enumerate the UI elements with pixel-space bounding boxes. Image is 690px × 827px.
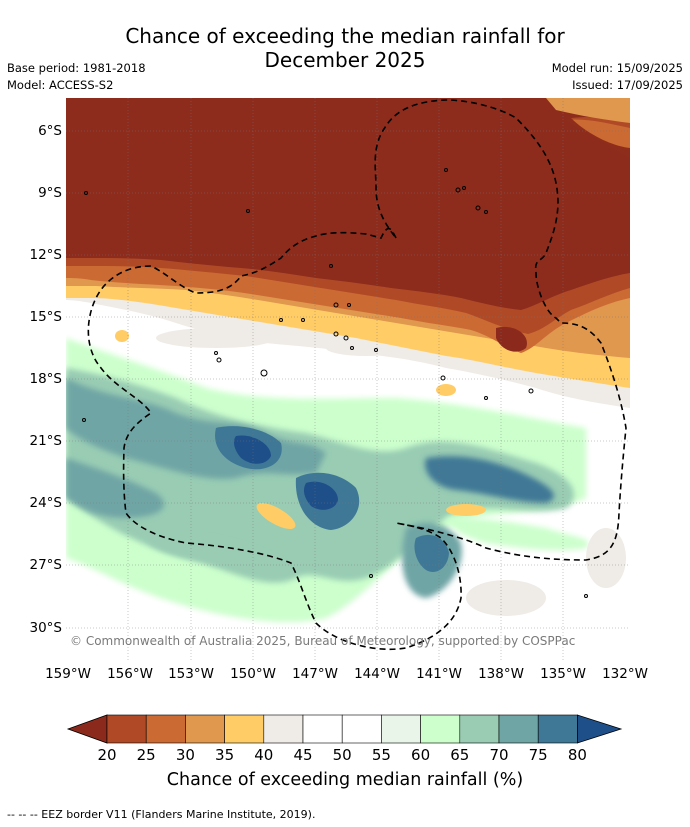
- lon-label-138w: 138°W: [478, 666, 524, 682]
- lat-label-24s: 24°S: [29, 495, 63, 511]
- lon-label-156w: 156°W: [107, 666, 153, 682]
- island-outlines: [82, 168, 588, 598]
- lon-label-144w: 144°W: [354, 666, 400, 682]
- meta-right: Model run: 15/09/2025 Issued: 17/09/2025: [552, 60, 683, 94]
- colorbar-segment: [420, 714, 461, 744]
- model-run-date: Model run: 15/09/2025: [551, 61, 683, 75]
- colorbar-segment: [537, 714, 578, 744]
- lat-label-18s: 18°S: [29, 371, 63, 387]
- colorbar-tick-label: 50: [332, 746, 352, 764]
- lon-label-150w: 150°W: [230, 666, 276, 682]
- colorbar-segment: [224, 714, 265, 744]
- map-title: Chance of exceeding the median rainfall …: [125, 24, 565, 72]
- model-name: Model: ACCESS-S2: [7, 78, 114, 92]
- colorbar-tick-label: 30: [175, 746, 195, 764]
- colorbar-tick-label: 35: [215, 746, 235, 764]
- colorbar-tick-label: 45: [293, 746, 313, 764]
- graticule: [66, 98, 630, 660]
- copyright-notice: © Commonwealth of Australia 2025, Bureau…: [70, 634, 576, 648]
- eez-border: [87, 99, 627, 651]
- colorbar-tick-label: 65: [450, 746, 470, 764]
- colorbar-segment: [381, 714, 421, 744]
- colorbar-segment: [106, 714, 147, 744]
- colorbar-segment: [498, 714, 539, 744]
- colorbar-segment: [302, 714, 343, 744]
- rainfall-probability-field: [66, 98, 630, 660]
- meta-left: Base period: 1981-2018 Model: ACCESS-S2: [7, 60, 146, 94]
- eez-footnote: -- -- -- EEZ border V11 (Flanders Marine…: [7, 808, 316, 821]
- colorbar-tick-label: 60: [411, 746, 431, 764]
- base-period: Base period: 1981-2018: [7, 61, 146, 75]
- colorbar-segment: [459, 714, 500, 744]
- rainfall-map: © Commonwealth of Australia 2025, Bureau…: [66, 98, 630, 660]
- lon-label-147w: 147°W: [292, 666, 338, 682]
- colorbar-segment: [341, 714, 382, 744]
- colorbar-tick-label: 70: [489, 746, 509, 764]
- colorbar-tick-label: 20: [97, 746, 117, 764]
- issued-date: Issued: 17/09/2025: [572, 78, 683, 92]
- lat-label-21s: 21°S: [29, 433, 63, 449]
- lon-label-153w: 153°W: [168, 666, 214, 682]
- colorbar: [66, 714, 623, 744]
- colorbar-over-arrow: [577, 714, 623, 744]
- colorbar-segment: [145, 714, 186, 744]
- lon-label-159w: 159°W: [45, 666, 91, 682]
- lat-label-12s: 12°S: [29, 247, 63, 263]
- colorbar-tick-label: 75: [528, 746, 548, 764]
- lat-label-6s: 6°S: [38, 123, 62, 139]
- lon-label-132w: 132°W: [602, 666, 648, 682]
- lat-label-27s: 27°S: [29, 557, 63, 573]
- colorbar-tick-label: 55: [371, 746, 391, 764]
- colorbar-title: Chance of exceeding median rainfall (%): [166, 770, 524, 790]
- lon-label-141w: 141°W: [416, 666, 462, 682]
- lat-label-9s: 9°S: [38, 185, 62, 201]
- colorbar-under-arrow: [66, 714, 108, 744]
- colorbar-segment: [185, 714, 225, 744]
- lon-label-135w: 135°W: [540, 666, 586, 682]
- colorbar-tick-label: 40: [254, 746, 274, 764]
- colorbar-tick-label: 25: [136, 746, 156, 764]
- lat-label-15s: 15°S: [29, 309, 63, 325]
- lat-label-30s: 30°S: [29, 620, 63, 636]
- colorbar-segment: [263, 714, 304, 744]
- colorbar-tick-label: 80: [567, 746, 587, 764]
